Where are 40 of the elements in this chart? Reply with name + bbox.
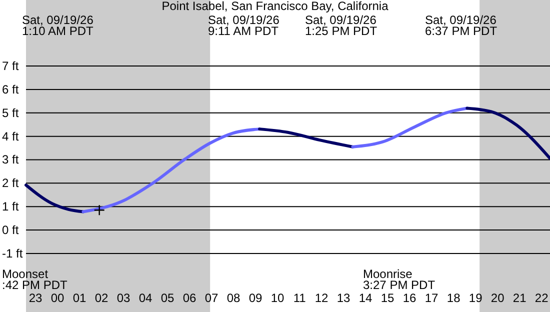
x-tick-label: 04 <box>138 291 153 305</box>
x-tick-label: 01 <box>72 291 87 305</box>
x-tick-label: 07 <box>204 291 219 305</box>
x-tick-label: 21 <box>512 291 527 305</box>
x-tick-label: 03 <box>116 291 131 305</box>
x-tick-label: 05 <box>160 291 175 305</box>
annotation: Sat, 09/19/26 6:37 PM PDT <box>425 13 498 38</box>
y-tick-label: 1 ft <box>2 200 20 214</box>
y-tick-label: 6 ft <box>2 82 20 96</box>
x-tick-label: 10 <box>270 291 285 305</box>
y-tick-label: 5 ft <box>2 106 20 120</box>
y-tick-label: 7 ft <box>2 59 20 74</box>
x-tick-label: 20 <box>490 291 505 305</box>
annotation: Moonrise 3:27 PM PDT <box>363 267 436 292</box>
y-tick-label: 2 ft <box>2 176 20 190</box>
y-tick-label: 3 ft <box>2 152 20 167</box>
x-tick-label: 02 <box>94 291 109 305</box>
chart-title: Point Isabel, San Francisco Bay, California <box>162 0 389 13</box>
annotation: Moonset :42 PM PDT <box>2 267 68 292</box>
y-tick-label: -1 ft <box>2 246 24 260</box>
x-tick-label: 16 <box>402 291 417 305</box>
x-tick-label: 13 <box>336 291 351 305</box>
annotation: Sat, 09/19/26 1:25 PM PDT <box>305 13 378 38</box>
y-tick-label: 4 ft <box>2 129 20 144</box>
x-tick-label: 18 <box>446 291 461 305</box>
y-tick-label: 0 ft <box>2 223 20 238</box>
annotation: Sat, 09/19/26 1:10 AM PDT <box>22 13 94 38</box>
x-tick-label: 15 <box>380 291 395 305</box>
x-tick-label: 06 <box>182 291 197 305</box>
x-tick-label: 17 <box>424 291 439 305</box>
x-tick-label: 00 <box>50 291 65 305</box>
x-tick-label: 19 <box>468 291 483 305</box>
x-tick-label: 09 <box>248 291 263 305</box>
x-tick-label: 23 <box>28 291 43 305</box>
x-tick-label: 14 <box>358 291 373 305</box>
x-tick-label: 22 <box>534 291 549 305</box>
annotation: Sat, 09/19/26 9:11 AM PDT <box>208 13 280 38</box>
x-tick-label: 12 <box>314 291 329 305</box>
x-tick-label: 08 <box>226 291 241 305</box>
x-tick-label: 11 <box>293 291 306 305</box>
